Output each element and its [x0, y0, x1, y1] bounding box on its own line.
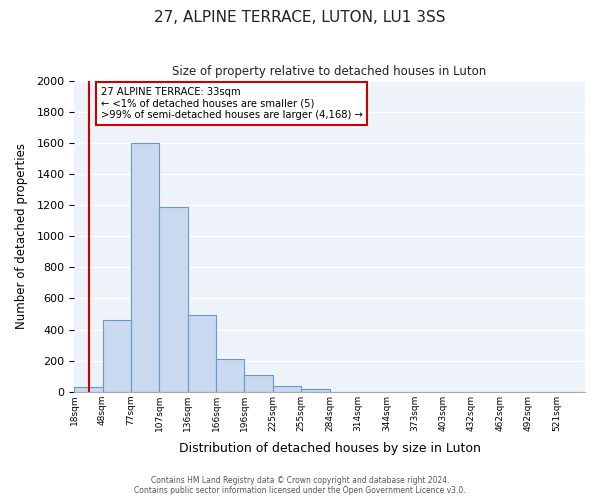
Bar [273, 386, 301, 392]
Text: Contains HM Land Registry data © Crown copyright and database right 2024.
Contai: Contains HM Land Registry data © Crown c… [134, 476, 466, 495]
Y-axis label: Number of detached properties: Number of detached properties [15, 143, 28, 329]
Text: 27 ALPINE TERRACE: 33sqm
← <1% of detached houses are smaller (5)
>99% of semi-d: 27 ALPINE TERRACE: 33sqm ← <1% of detach… [101, 87, 362, 120]
Bar [103, 320, 131, 392]
Bar [216, 359, 244, 392]
Bar [131, 143, 160, 392]
Bar [74, 387, 103, 392]
Title: Size of property relative to detached houses in Luton: Size of property relative to detached ho… [172, 65, 487, 78]
Bar [301, 390, 329, 392]
X-axis label: Distribution of detached houses by size in Luton: Distribution of detached houses by size … [179, 442, 481, 455]
Bar [188, 316, 216, 392]
Bar [244, 374, 273, 392]
Text: 27, ALPINE TERRACE, LUTON, LU1 3SS: 27, ALPINE TERRACE, LUTON, LU1 3SS [154, 10, 446, 25]
Bar [160, 206, 188, 392]
